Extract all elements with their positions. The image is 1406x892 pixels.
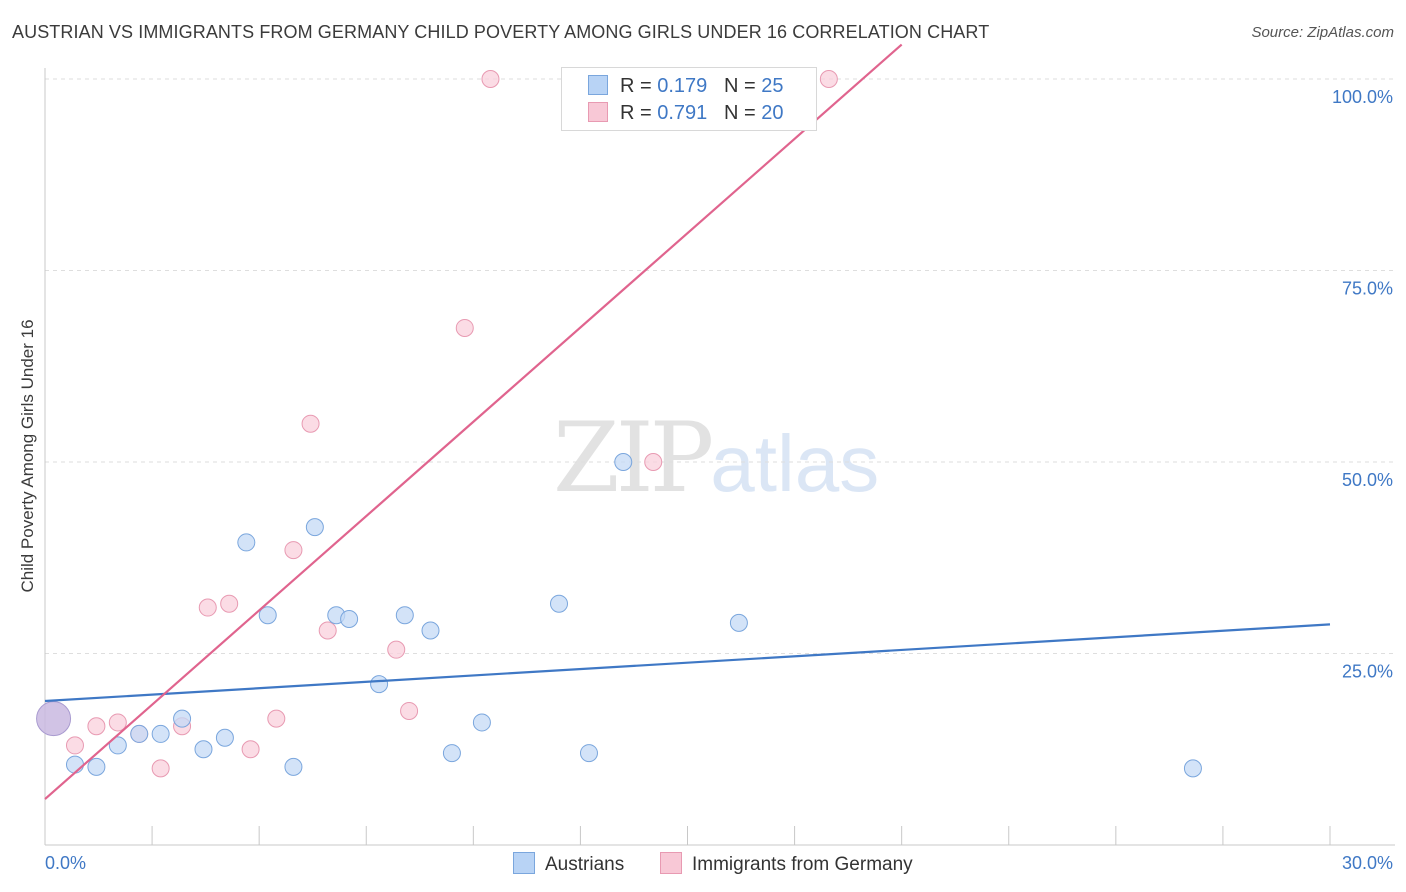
legend-row-immigrants: R = 0.791 N = 20 xyxy=(588,102,783,126)
austrians-point xyxy=(1183,759,1202,778)
immigrants-point xyxy=(267,709,286,728)
legend-n-label: N = xyxy=(723,102,756,124)
austrians-trend-line xyxy=(44,623,1331,703)
immigrants-point xyxy=(644,453,663,471)
axes xyxy=(44,68,1395,846)
immigrants-point xyxy=(65,736,84,755)
austrians-legend-label: Austrians xyxy=(545,854,625,875)
immigrants-point xyxy=(819,70,838,88)
legend-n-value: 20 xyxy=(761,102,784,124)
austrians-point xyxy=(395,606,414,625)
watermark-atlas: atlas xyxy=(710,419,880,508)
immigrants-point xyxy=(220,594,239,613)
x-tick-label: 0.0% xyxy=(45,853,86,873)
austrians-legend-swatch xyxy=(513,852,535,874)
bottom-legend-immigrants: Immigrants from Germany xyxy=(660,852,913,876)
legend-n-value: 25 xyxy=(761,75,784,97)
legend-row-austrians: R = 0.179 N = 25 xyxy=(588,75,783,99)
austrians-point xyxy=(614,453,633,471)
y-tick-label: 50.0% xyxy=(1342,470,1393,490)
chart-title: AUSTRIAN VS IMMIGRANTS FROM GERMANY CHIL… xyxy=(12,22,990,42)
austrians-point xyxy=(421,621,440,640)
immigrants-point xyxy=(481,70,500,88)
watermark: ZIPatlas xyxy=(553,402,879,514)
grid-lines xyxy=(45,78,1395,654)
immigrants-point xyxy=(318,621,337,640)
austrians-point xyxy=(579,744,598,763)
austrians-point xyxy=(370,675,389,694)
austrians-point xyxy=(472,713,491,732)
immigrants-legend-label: Immigrants from Germany xyxy=(692,854,913,875)
austrians-point xyxy=(173,709,192,728)
watermark-zip: ZIP xyxy=(553,402,714,514)
legend-r-label: R = xyxy=(620,102,652,124)
immigrants-point xyxy=(284,541,303,560)
austrians-point xyxy=(194,740,213,759)
immigrants-point xyxy=(387,640,406,659)
tick-labels: 25.0% 50.0% 75.0% 100.0% 0.0% 30.0% xyxy=(45,87,1393,873)
trend-lines xyxy=(44,43,1331,800)
austrians-point xyxy=(340,610,359,629)
austrians-point xyxy=(284,757,303,776)
austrians-swatch xyxy=(588,75,608,95)
austrians-points xyxy=(36,453,1202,778)
immigrants-point xyxy=(241,740,260,759)
immigrants-point xyxy=(301,414,320,433)
y-tick-label: 100.0% xyxy=(1332,87,1393,107)
bottom-legend-austrians: Austrians xyxy=(513,852,624,876)
correlation-legend: R = 0.179 N = 25 R = 0.791 N = 20 xyxy=(561,67,817,131)
austrians-point xyxy=(108,736,127,755)
legend-r-value: 0.179 xyxy=(657,75,708,97)
legend-n-label: N = xyxy=(723,75,756,97)
immigrants-legend-swatch xyxy=(660,852,682,874)
immigrants-point xyxy=(455,318,474,337)
austrians-point xyxy=(258,606,277,625)
austrians-point xyxy=(237,533,256,552)
legend-r-value: 0.791 xyxy=(657,102,708,124)
immigrants-point xyxy=(108,713,127,732)
source-label: Source: ZipAtlas.com xyxy=(1251,24,1394,41)
x-tick-label: 30.0% xyxy=(1342,853,1393,873)
austrians-point xyxy=(130,724,149,743)
y-tick-label: 75.0% xyxy=(1342,279,1393,299)
austrians-point xyxy=(87,757,106,776)
austrians-point xyxy=(215,728,234,747)
immigrants-points xyxy=(65,70,838,778)
immigrants-trend-line xyxy=(44,43,903,800)
immigrants-point xyxy=(198,598,217,617)
austrians-point xyxy=(36,701,72,737)
immigrants-swatch xyxy=(588,102,608,122)
immigrants-point xyxy=(151,759,170,778)
austrians-point xyxy=(305,518,324,537)
austrians-point xyxy=(151,724,170,743)
austrians-point xyxy=(65,755,84,774)
immigrants-point xyxy=(87,717,106,736)
y-tick-label: 25.0% xyxy=(1342,662,1393,682)
immigrants-point xyxy=(400,701,419,720)
legend-r-label: R = xyxy=(620,75,652,97)
austrians-point xyxy=(442,744,461,763)
austrians-point xyxy=(729,613,748,632)
austrians-point xyxy=(550,594,568,613)
